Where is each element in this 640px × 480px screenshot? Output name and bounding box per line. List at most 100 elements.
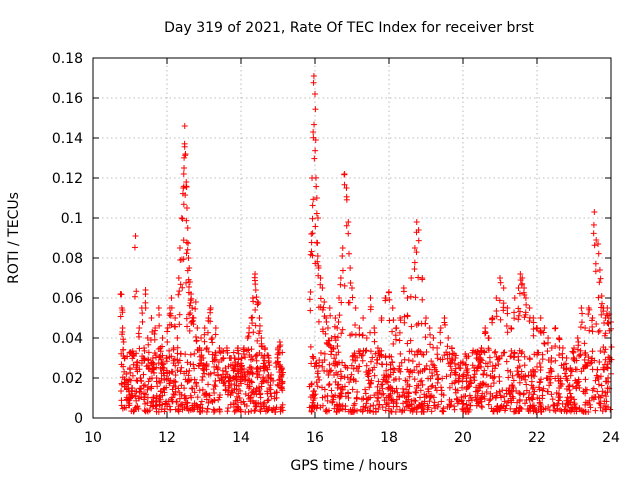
data-point (443, 373, 450, 380)
data-point (185, 283, 192, 290)
data-point (338, 330, 345, 337)
data-point (166, 347, 173, 354)
data-point (139, 318, 146, 325)
data-point (515, 371, 522, 378)
data-point (253, 399, 260, 406)
data-point (426, 325, 433, 331)
data-point (445, 335, 452, 341)
data-point (375, 378, 382, 385)
data-point (140, 382, 147, 389)
data-point (478, 403, 485, 410)
data-point (517, 271, 524, 277)
data-point (156, 311, 163, 318)
data-point (198, 347, 205, 354)
data-point (328, 387, 335, 394)
data-point (371, 392, 378, 399)
data-point (261, 346, 268, 353)
data-point (585, 311, 592, 318)
data-point (404, 340, 411, 347)
data-point (601, 398, 608, 405)
data-point (423, 349, 430, 356)
data-point (207, 309, 214, 316)
data-point (431, 399, 438, 406)
data-point (491, 365, 498, 372)
data-point (470, 347, 477, 354)
data-point (181, 154, 188, 161)
data-point (346, 299, 353, 306)
data-point (517, 390, 524, 397)
data-point (598, 311, 605, 318)
data-point (182, 192, 189, 199)
data-point (325, 382, 332, 389)
data-point (425, 404, 432, 411)
x-tick-labels: 10 12 14 16 18 20 22 24 (84, 58, 620, 446)
data-point (325, 341, 332, 348)
data-point (404, 366, 411, 373)
data-point (582, 408, 589, 415)
data-point (144, 335, 151, 341)
data-point (429, 370, 436, 377)
data-point (207, 318, 214, 325)
data-point (531, 388, 538, 395)
data-point (487, 359, 494, 366)
data-point (404, 381, 411, 388)
data-point (521, 400, 528, 407)
data-point (566, 382, 573, 389)
data-point (194, 325, 201, 331)
data-point (511, 295, 518, 301)
data-point (142, 400, 149, 407)
data-point (183, 205, 190, 211)
data-point (142, 305, 149, 312)
data-point (170, 382, 177, 389)
data-point (460, 393, 467, 400)
data-point (234, 397, 241, 404)
data-point (260, 360, 267, 367)
data-point (246, 364, 253, 371)
data-point (563, 365, 570, 372)
data-point (234, 345, 241, 352)
data-point (548, 368, 555, 375)
data-point (354, 354, 361, 361)
data-point (540, 329, 547, 336)
data-point (392, 332, 399, 339)
data-point (189, 317, 196, 324)
data-point (326, 381, 333, 388)
data-point (478, 345, 485, 351)
data-point (368, 377, 375, 384)
data-point (174, 335, 181, 341)
data-point (212, 325, 219, 331)
data-point (564, 394, 571, 401)
data-point (312, 106, 319, 113)
data-point (343, 185, 350, 191)
data-point (314, 240, 321, 247)
data-point (460, 400, 467, 407)
data-point (246, 329, 253, 336)
y-tick-label: 0.12 (52, 171, 83, 187)
data-point (574, 335, 581, 341)
data-point (315, 265, 322, 271)
data-point (153, 378, 160, 385)
data-point (135, 330, 142, 337)
data-point (456, 377, 463, 384)
data-point (238, 355, 245, 361)
data-point (601, 349, 608, 356)
data-point (339, 267, 346, 274)
data-point (482, 360, 489, 367)
data-point (226, 377, 233, 384)
data-point (468, 380, 475, 387)
data-point (474, 398, 481, 405)
data-point (596, 279, 603, 286)
data-point (321, 350, 328, 357)
data-point (546, 376, 553, 383)
data-point (598, 293, 605, 299)
data-point (321, 299, 328, 305)
data-point (518, 375, 525, 382)
data-point (439, 375, 446, 382)
data-point (496, 373, 503, 380)
data-point (556, 336, 563, 343)
data-point (309, 252, 316, 259)
data-point (201, 331, 208, 338)
data-point (485, 401, 492, 408)
data-point (343, 193, 350, 200)
